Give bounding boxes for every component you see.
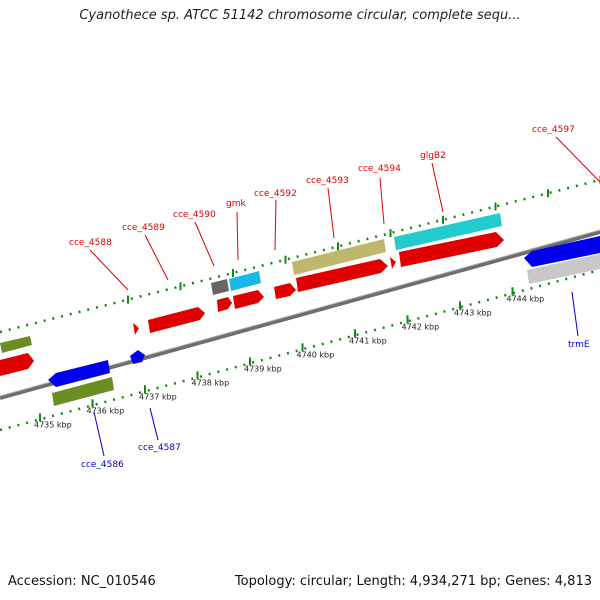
label-cce-4593[interactable]: cce_4593 xyxy=(306,176,349,186)
label-cce-4597[interactable]: cce_4597 xyxy=(532,125,575,135)
label-gmk[interactable]: gmk xyxy=(226,199,246,209)
scale-tick-label: 4737 kbp xyxy=(139,392,177,401)
minus-label-leaders xyxy=(93,291,579,457)
gene-cce-4589[interactable] xyxy=(148,307,205,333)
gene-cce-4588[interactable] xyxy=(133,323,139,335)
gene-minus-blue-small[interactable] xyxy=(130,350,145,364)
gene-olive-left[interactable] xyxy=(0,336,32,353)
scale-ticks xyxy=(39,175,600,422)
scale-tick-label: 4735 kbp xyxy=(34,420,72,429)
gene-gmk-grey[interactable] xyxy=(211,279,229,295)
gene-glgB2[interactable] xyxy=(394,213,502,250)
label-cce-4586[interactable]: cce_4586 xyxy=(81,460,124,470)
gene-gmk-red[interactable] xyxy=(233,290,264,309)
gene-cce-4593[interactable] xyxy=(292,239,386,275)
scale-tick-label: 4740 kbp xyxy=(297,350,335,359)
accession-text: Accession: NC_010546 xyxy=(8,574,156,589)
gene-glgB2-red[interactable] xyxy=(399,232,504,267)
scale-tick-label: 4744 kbp xyxy=(507,294,545,303)
label-cce-4589[interactable]: cce_4589 xyxy=(122,223,165,233)
gene-cce-4593-red[interactable] xyxy=(296,259,388,292)
scale-tick-label: 4738 kbp xyxy=(192,378,230,387)
label-cce-4588[interactable]: cce_4588 xyxy=(69,238,112,248)
gene-cce-4586[interactable] xyxy=(52,377,114,406)
label-trmE[interactable]: trmE xyxy=(568,340,590,350)
label-cce-4592[interactable]: cce_4592 xyxy=(254,189,297,199)
scale-tick-label: 4741 kbp xyxy=(349,336,387,345)
label-glgB2[interactable]: glgB2 xyxy=(420,151,446,161)
plus-label-leaders xyxy=(89,136,600,291)
gene-trmE[interactable] xyxy=(527,254,600,284)
scale-tick-labels: 4735 kbp 4736 kbp 4737 kbp 4738 kbp 4739 kbp… xyxy=(34,294,544,429)
map-title: Cyanothece sp. ATCC 51142 chromosome cir… xyxy=(79,8,521,23)
gene-gmk[interactable] xyxy=(229,271,261,291)
gene-trmE-blue[interactable] xyxy=(524,236,600,267)
scale-tick-label: 4739 kbp xyxy=(244,364,282,373)
gene-cce-4592[interactable] xyxy=(274,283,296,299)
topology-text: Topology: circular; Length: 4,934,271 bp… xyxy=(234,574,592,589)
label-cce-4590[interactable]: cce_4590 xyxy=(173,210,216,220)
label-cce-4587[interactable]: cce_4587 xyxy=(138,443,181,453)
label-cce-4594[interactable]: cce_4594 xyxy=(358,164,401,174)
scale-tick-label: 4743 kbp xyxy=(454,308,492,317)
gene-cce-4585[interactable] xyxy=(0,353,34,376)
gene-cce-4590[interactable] xyxy=(217,297,232,312)
scale-tick-label: 4736 kbp xyxy=(87,406,125,415)
scale-tick-label: 4742 kbp xyxy=(402,322,440,331)
gene-cce-4594[interactable] xyxy=(390,257,396,269)
gene-cce-4586-blue[interactable] xyxy=(48,360,110,387)
